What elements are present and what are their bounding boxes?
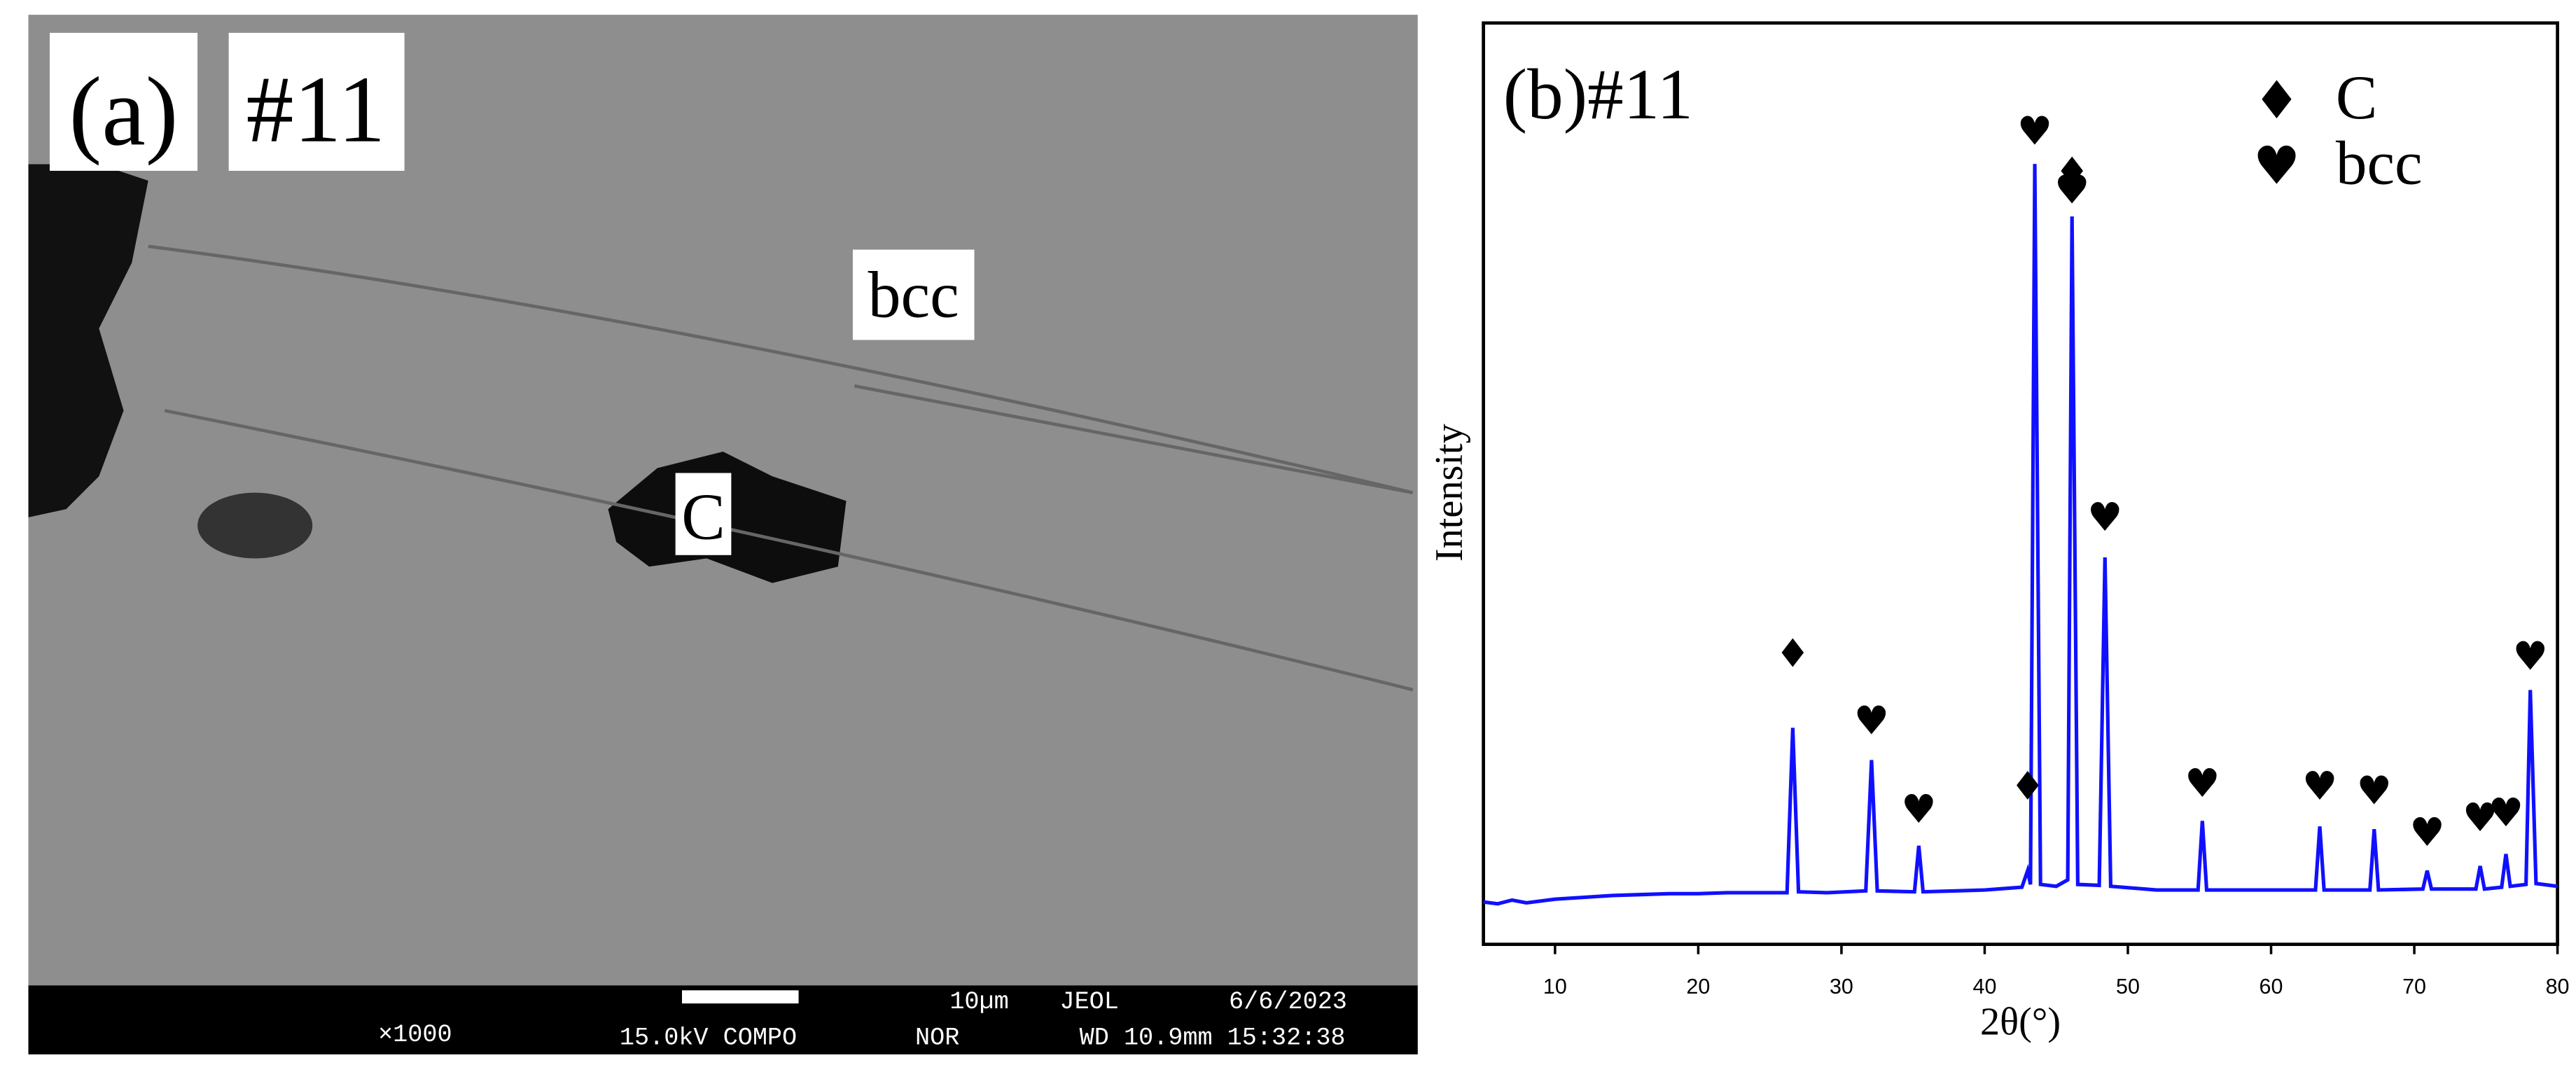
scale-text: 10µm [949,988,1008,1016]
xrd-chart: (b)#11 2θ(°) Intensity 10 20 30 40 50 60 70 80 ♦… [1428,21,2570,1044]
x-tick-label: 20 [1686,975,1710,998]
sem-panel: (a) #11 bcc C 10µm JEOL 6/6/2023 ×1000 1… [28,15,1418,1054]
peak-marker: ♥ [2185,761,2220,807]
x-tick-label: 10 [1543,975,1567,998]
panel-label: (a) [69,57,178,166]
x-tick-label: 60 [2260,975,2283,998]
peak-marker: ♥ [2463,795,2498,841]
phase-label: bcc [868,259,959,332]
legend-label: C [2336,64,2377,132]
peak-marker: ♥ [2017,109,2052,155]
peak-marker: ♥ [2409,810,2444,856]
peak-marker: ♦ [2054,149,2089,195]
dark-pore [28,164,148,517]
x-axis-label: 2θ(°) [1980,1001,2061,1044]
peak-marker: ♦ [1775,632,1810,677]
label-box [675,473,732,555]
dark-spot [197,492,313,559]
legend-symbol: ♥ [2253,135,2300,197]
legend-symbol: ♦ [2253,69,2300,131]
phase-label: C [681,480,725,553]
plot-frame [1482,21,2559,947]
scale-bar [682,990,799,1004]
peak-marker: ♦ [2010,764,2045,809]
peak-marker: ♥ [1901,787,1936,833]
peak-marker: ♥ [2357,769,2392,814]
peak-marker: ♥ [2488,791,2523,836]
y-axis-label: Intensity [1428,424,1471,562]
x-tick-label: 30 [1830,975,1853,998]
peak-marker: ♥ [2087,495,2122,541]
scratch [148,244,1414,692]
voltage: 15.0kV COMPO [620,1024,797,1052]
label-box [852,249,975,340]
label-box [49,32,198,171]
x-tick-label: 50 [2116,975,2140,998]
chart-title: (b)#11 [1503,55,1693,134]
legend-label: bcc [2336,130,2423,198]
x-tick-label: 70 [2402,975,2426,998]
peak-marker: ♥ [2054,168,2089,214]
maker: JEOL [1059,988,1118,1016]
x-tick-label: 80 [2546,975,2570,998]
label-box [228,32,405,171]
date: 6/6/2023 [1229,988,1347,1016]
x-tick-label: 40 [1973,975,1997,998]
xrd-line [1483,164,2558,906]
sample-label: #11 [246,57,385,162]
mode: NOR [915,1024,959,1052]
peak-marker: ♥ [2512,634,2547,680]
peak-marker: ♥ [1854,699,1889,744]
magnification: ×1000 [378,1021,452,1049]
peak-marker: ♥ [2302,764,2337,809]
wd-time: WD 10.9mm 15:32:38 [1080,1024,1346,1052]
